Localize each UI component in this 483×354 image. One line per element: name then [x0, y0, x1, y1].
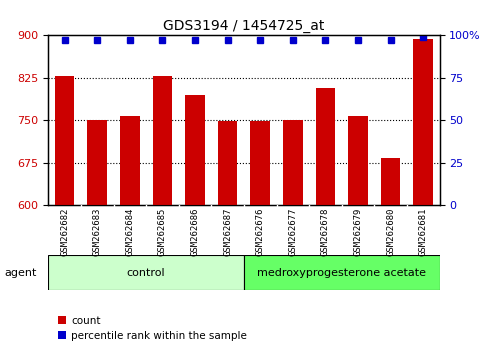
Bar [381, 158, 400, 205]
Text: GSM262685: GSM262685 [158, 208, 167, 256]
Text: GSM262680: GSM262680 [386, 208, 395, 256]
Text: GSM262686: GSM262686 [190, 208, 199, 256]
Text: GSM262676: GSM262676 [256, 208, 265, 256]
Bar [218, 121, 238, 205]
Text: agent: agent [5, 268, 37, 278]
Text: GSM262681: GSM262681 [419, 208, 428, 256]
Text: medroxyprogesterone acetate: medroxyprogesterone acetate [257, 268, 426, 278]
Text: GSM262677: GSM262677 [288, 208, 298, 256]
Bar [120, 116, 140, 205]
Bar [244, 255, 440, 290]
Bar [251, 121, 270, 205]
Text: GSM262687: GSM262687 [223, 208, 232, 256]
Text: GSM262679: GSM262679 [354, 208, 363, 256]
Text: GSM262684: GSM262684 [125, 208, 134, 256]
Bar [87, 120, 107, 205]
Title: GDS3194 / 1454725_at: GDS3194 / 1454725_at [163, 19, 325, 33]
Bar [413, 39, 433, 205]
Bar [316, 87, 335, 205]
Bar [153, 76, 172, 205]
Text: GSM262682: GSM262682 [60, 208, 69, 256]
Text: GSM262683: GSM262683 [93, 208, 102, 256]
Bar [283, 120, 302, 205]
Text: GSM262678: GSM262678 [321, 208, 330, 256]
Bar [48, 255, 244, 290]
Legend: count, percentile rank within the sample: count, percentile rank within the sample [54, 312, 251, 345]
Bar [55, 76, 74, 205]
Bar [185, 95, 205, 205]
Bar [348, 116, 368, 205]
Text: control: control [127, 268, 165, 278]
